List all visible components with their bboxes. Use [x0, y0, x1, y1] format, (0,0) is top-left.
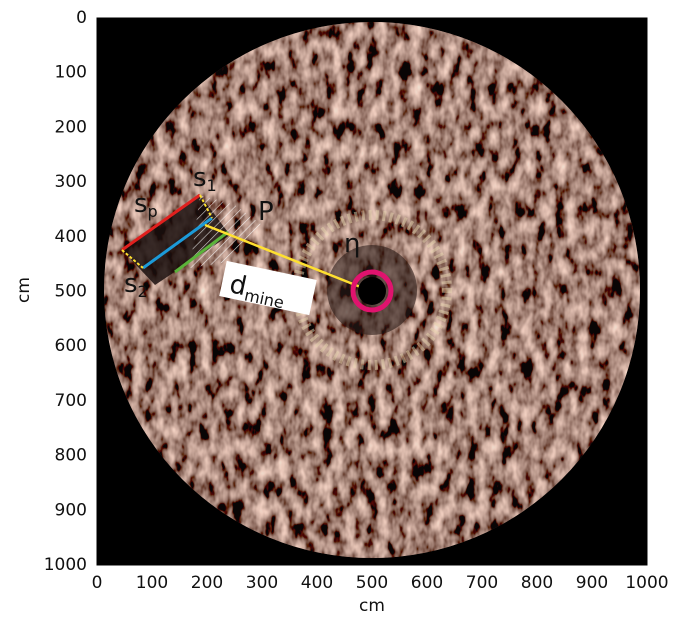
y-tick-label: 800 [55, 446, 87, 466]
x-tick-label: 700 [466, 573, 498, 593]
y-tick-label: 700 [55, 391, 87, 411]
annotation-text: s [124, 269, 138, 299]
annotation-text: s [193, 163, 207, 193]
x-axis-label: cm [359, 596, 385, 616]
x-tick-label: 100 [136, 573, 168, 593]
y-tick-label: 1000 [44, 555, 87, 575]
x-tick-label: 400 [301, 573, 333, 593]
y-tick-label: 200 [55, 117, 87, 137]
annotation: η [344, 229, 360, 259]
annotation-text: η [344, 229, 360, 259]
annotation-subscript: p [148, 202, 158, 221]
x-tick-label: 600 [411, 573, 443, 593]
y-axis-label: cm [14, 277, 34, 303]
annotation-text: P [258, 197, 274, 227]
y-tick-label: 300 [55, 172, 87, 192]
y-tick-label: 0 [76, 8, 87, 28]
y-tick-label: 400 [55, 227, 87, 247]
y-tick-label: 900 [55, 500, 87, 520]
mine-marker [353, 272, 391, 310]
x-tick-label: 900 [576, 573, 608, 593]
x-tick-label: 300 [246, 573, 278, 593]
y-tick-label: 500 [55, 282, 87, 302]
chart: cm cm 0100200300400500600700800900100001… [0, 0, 696, 617]
x-tick-label: 800 [521, 573, 553, 593]
x-tick-label: 1000 [625, 573, 668, 593]
annotation: P [258, 197, 274, 227]
y-tick-label: 600 [55, 336, 87, 356]
x-tick-label: 0 [92, 573, 103, 593]
annotation-subscript: 1 [207, 176, 217, 195]
annotation-text: s [134, 189, 148, 219]
y-tick-label: 100 [55, 63, 87, 83]
x-tick-label: 200 [191, 573, 223, 593]
annotation-subscript: 2 [138, 282, 148, 301]
x-tick-label: 500 [356, 573, 388, 593]
